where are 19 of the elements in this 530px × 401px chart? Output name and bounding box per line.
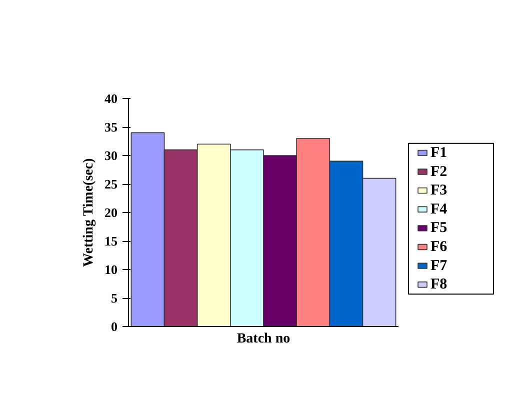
legend-label: F7 <box>430 258 448 274</box>
y-tick-label: 15 <box>104 234 118 248</box>
legend-label: F6 <box>430 238 448 255</box>
legend-label: F5 <box>430 220 448 236</box>
y-axis-title: Wetting Time(sec) <box>82 158 96 267</box>
y-tick-label: 20 <box>104 205 118 220</box>
y-tick-label: 40 <box>104 91 118 106</box>
legend-label: F1 <box>430 144 448 161</box>
y-tick-label: 30 <box>104 148 118 163</box>
legend-label: F3 <box>430 182 448 199</box>
legend-label: F8 <box>430 276 448 293</box>
y-tick-label: 35 <box>104 120 118 134</box>
y-tick-label: 0 <box>111 319 118 334</box>
x-axis-title: Batch no <box>236 332 290 346</box>
legend-label: F2 <box>430 164 448 180</box>
y-tick-label: 5 <box>111 290 118 306</box>
y-tick-label: 10 <box>104 262 118 277</box>
legend-label: F4 <box>430 201 448 218</box>
y-tick-label: 25 <box>104 176 118 192</box>
